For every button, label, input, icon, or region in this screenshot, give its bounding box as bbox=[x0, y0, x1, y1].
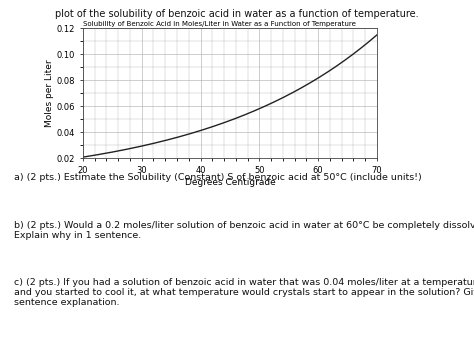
Text: a) (2 pts.) Estimate the Solubility (Constant) S of benzoic acid at 50°C (includ: a) (2 pts.) Estimate the Solubility (Con… bbox=[14, 173, 422, 182]
Y-axis label: Moles per Liter: Moles per Liter bbox=[45, 60, 54, 127]
Text: c) (2 pts.) If you had a solution of benzoic acid in water that was 0.04 moles/l: c) (2 pts.) If you had a solution of ben… bbox=[14, 278, 474, 308]
Text: Solubility of Benzoic Acid in Moles/Liter in Water as a Function of Temperature: Solubility of Benzoic Acid in Moles/Lite… bbox=[83, 21, 356, 27]
Text: plot of the solubility of benzoic acid in water as a function of temperature.: plot of the solubility of benzoic acid i… bbox=[55, 9, 419, 19]
X-axis label: Degrees Centigrade: Degrees Centigrade bbox=[184, 178, 275, 187]
Text: b) (2 pts.) Would a 0.2 moles/liter solution of benzoic acid in water at 60°C be: b) (2 pts.) Would a 0.2 moles/liter solu… bbox=[14, 221, 474, 240]
